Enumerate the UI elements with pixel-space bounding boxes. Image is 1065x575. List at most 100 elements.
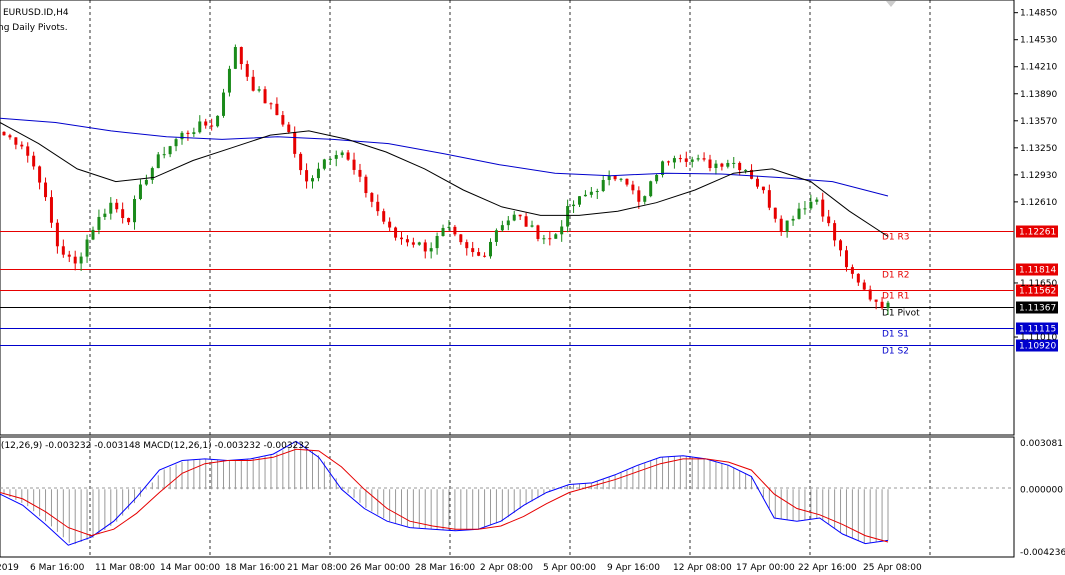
candle-body [548,238,552,240]
candle-body [293,132,297,154]
price-tick-label: 1.13890 [1020,90,1057,100]
candle-body [850,267,854,274]
candle-body [506,220,510,226]
pivot-price-tag [1016,322,1058,335]
candle-body [750,169,754,179]
candle-body [180,132,184,140]
candle-body [322,159,326,169]
candle-body [26,146,30,156]
pivot-price-tag-label: 1.11814 [1019,266,1056,276]
candle-body [785,220,789,232]
candle-body [465,242,469,249]
time-tick-label: 17 Apr 00:00 [736,563,795,573]
candle-body [512,214,516,221]
time-tick-label: 25 Apr 08:00 [863,563,922,573]
candle-body [880,301,884,308]
candle-body [631,184,635,191]
chart-title: EURUSD.ID,H4 [3,8,69,18]
candle-body [429,248,433,252]
candle-body [607,175,611,180]
candle-body [138,184,142,200]
candle-body [643,196,647,202]
candle-body [370,193,374,202]
time-tick-label: 11 Mar 08:00 [95,563,155,573]
candle-body [49,197,53,223]
candle-body [192,132,196,134]
candle-body [483,255,487,257]
pivot-price-tag [1016,284,1058,297]
candle-body [400,237,404,240]
candle-body [186,132,190,134]
candle-body [358,169,362,177]
candle-body [168,146,172,155]
candle-body [334,155,338,159]
candle-body [613,175,617,180]
time-tick-label: 5 Apr 00:00 [543,563,596,573]
candle-body [797,208,801,219]
price-axis[interactable]: 1.14850 1.14530 1.14210 1.13890 1.13570 1.132… [1014,9,1057,343]
candle-body [38,166,42,183]
price-tick-label: 1.11010 [1020,333,1057,343]
price-tick-label: 1.14530 [1020,36,1057,46]
signal-line [0,448,889,543]
macd-axis: 0.003081 0.000000 -0.004236 [1020,439,1065,558]
candle-body [886,302,890,308]
candle-body [299,153,303,171]
candle-body [655,174,659,182]
candle-body [394,227,398,238]
candle-body [2,131,6,136]
price-tick-label: 1.13250 [1020,144,1057,154]
time-tick-label: 22 Apr 16:00 [798,563,857,573]
candle-body [251,76,255,91]
time-tick-label: 6 Mar 16:00 [30,563,85,573]
candle-body [738,162,742,171]
candle-body [435,235,439,249]
candle-body [73,256,77,264]
candle-body [815,199,819,202]
candle-body [85,239,89,257]
candle-body [684,158,688,162]
candle-body [352,159,356,170]
candle-body [156,154,160,169]
candle-body [839,240,843,251]
candlesticks [2,44,890,315]
pivot-price-tag [1016,301,1058,314]
candle-body [767,190,771,208]
candle-body [162,154,166,156]
candle-body [601,179,605,192]
candle-body [269,103,273,105]
candle-body [459,234,463,243]
ma-fast-line [0,122,889,237]
candle-body [346,152,350,160]
candle-body [862,282,866,290]
candle-body [133,199,137,223]
pivot-label: D1 R2 [882,271,910,281]
candle-body [316,168,320,179]
candle-body [79,256,83,264]
time-tick-label: 18 Mar 16:00 [225,563,285,573]
candle-body [690,159,694,162]
price-tick-label: 1.14850 [1020,9,1057,19]
candle-body [755,178,759,187]
macd-line [0,440,889,546]
candle-body [732,162,736,164]
candle-body [423,242,427,252]
pivot-label: D1 R1 [882,292,910,302]
candle-body [222,92,226,116]
macd-tick-label: 0.000000 [1020,485,1063,495]
pivot-label: D1 R3 [882,233,910,243]
macd-tick-label: -0.004236 [1020,548,1065,558]
candle-body [281,115,285,125]
candle-body [542,238,546,240]
candle-body [494,230,498,242]
pivot-price-tag [1016,225,1058,238]
candle-body [577,196,581,205]
chart-shift-icon[interactable] [886,1,896,7]
candle-body [263,89,267,104]
candle-body [340,152,344,156]
candle-body [827,216,831,224]
time-tick-label: 28 Mar 16:00 [415,563,475,573]
candle-body [726,162,730,167]
price-tick-label: 1.13570 [1020,117,1057,127]
